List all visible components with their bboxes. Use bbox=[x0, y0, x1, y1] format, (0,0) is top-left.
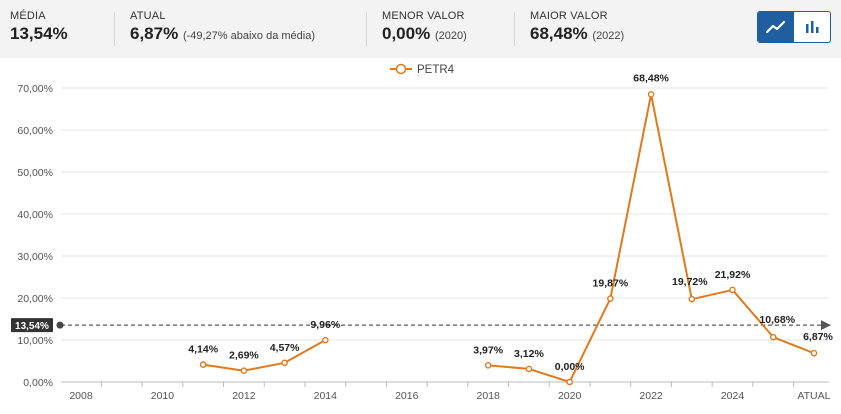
line-chart-button[interactable] bbox=[758, 12, 794, 42]
stat-maior-value-row: 68,48% (2022) bbox=[530, 24, 624, 44]
x-tick-label: 2010 bbox=[151, 390, 175, 402]
x-tick-label: 2012 bbox=[232, 390, 256, 402]
average-arrow-icon bbox=[821, 320, 831, 331]
stat-maior-label: MAIOR VALOR bbox=[530, 10, 608, 22]
data-point[interactable] bbox=[484, 362, 492, 369]
x-tick-label: 2016 bbox=[395, 390, 419, 402]
x-tick-label: 2018 bbox=[477, 390, 501, 402]
stat-menor-note: (2020) bbox=[434, 30, 467, 42]
legend-marker bbox=[395, 63, 407, 75]
bar-chart-icon bbox=[806, 21, 819, 33]
data-label: 4,57% bbox=[270, 342, 300, 354]
series-line-petr4 bbox=[488, 93, 815, 383]
stat-menor: MENOR VALOR 0,00% (2020) bbox=[382, 10, 467, 44]
line-chart: 0,00% 10,00% 20,00% 30,00% 40,00% 50,00% 60,00… bbox=[11, 63, 834, 402]
y-tick-label: 10,00% bbox=[17, 335, 53, 347]
x-tick-label: ATUAL bbox=[797, 390, 830, 402]
stat-menor-value-row: 0,00% (2020) bbox=[382, 24, 467, 44]
data-point[interactable] bbox=[688, 295, 696, 303]
y-tick-label: 50,00% bbox=[17, 167, 53, 179]
stat-menor-label: MENOR VALOR bbox=[382, 10, 465, 22]
data-point[interactable] bbox=[566, 378, 573, 386]
data-label: 6,87% bbox=[803, 331, 833, 343]
stat-atual-value: 6,87% bbox=[130, 24, 179, 43]
stat-atual-note: (-49,27% abaixo da média) bbox=[182, 30, 316, 42]
average-marker bbox=[56, 321, 64, 329]
stat-atual-label: ATUAL bbox=[130, 10, 166, 22]
data-point[interactable] bbox=[729, 286, 736, 294]
y-tick-label: 60,00% bbox=[17, 125, 53, 137]
stat-media: MÉDIA 13,54% bbox=[10, 10, 68, 44]
x-tick-label: 2020 bbox=[558, 390, 582, 402]
data-point[interactable] bbox=[240, 367, 248, 375]
stats-bar: MÉDIA 13,54% ATUAL 6,87% (-49,27% abaixo… bbox=[0, 0, 841, 58]
data-point[interactable] bbox=[647, 91, 655, 98]
data-point[interactable] bbox=[810, 349, 818, 357]
bar-chart-button[interactable] bbox=[794, 12, 830, 42]
stat-menor-value: 0,00% bbox=[382, 24, 431, 43]
data-point[interactable] bbox=[525, 365, 533, 373]
chart-type-toggle bbox=[757, 11, 831, 43]
data-label: 19,72% bbox=[672, 276, 708, 288]
chart-area: 0,00% 10,00% 20,00% 30,00% 40,00% 50,00% 60,00… bbox=[0, 58, 841, 414]
y-tick-label: 30,00% bbox=[17, 251, 53, 263]
divider bbox=[114, 12, 115, 46]
line-chart-icon bbox=[766, 20, 786, 34]
stat-atual-value-row: 6,87% (-49,27% abaixo da média) bbox=[130, 24, 315, 44]
data-point[interactable] bbox=[281, 359, 288, 367]
y-tick-label: 0,00% bbox=[23, 377, 53, 389]
data-label: 3,12% bbox=[514, 348, 544, 360]
divider bbox=[514, 12, 515, 46]
stat-media-value: 13,54% bbox=[10, 24, 68, 43]
legend-label-petr4[interactable]: PETR4 bbox=[417, 64, 455, 76]
data-point[interactable] bbox=[769, 333, 777, 341]
x-tick-label: 2014 bbox=[314, 390, 338, 402]
data-label: 19,87% bbox=[593, 278, 629, 290]
stat-atual: ATUAL 6,87% (-49,27% abaixo da média) bbox=[130, 10, 315, 44]
data-label: 9,96% bbox=[310, 319, 340, 331]
y-tick-label: 40,00% bbox=[17, 209, 53, 221]
data-label: 3,97% bbox=[473, 344, 503, 356]
data-label: 68,48% bbox=[633, 72, 669, 84]
series-line-petr4 bbox=[203, 339, 326, 372]
data-point[interactable] bbox=[199, 361, 207, 368]
data-point[interactable] bbox=[322, 336, 329, 344]
stat-media-label: MÉDIA bbox=[10, 10, 46, 22]
x-tick-label: 2022 bbox=[639, 390, 663, 402]
stat-maior: MAIOR VALOR 68,48% (2022) bbox=[530, 10, 624, 44]
stat-maior-value: 68,48% bbox=[530, 24, 588, 43]
data-label: 10,68% bbox=[759, 314, 795, 326]
data-label: 0,00% bbox=[555, 361, 585, 373]
data-point[interactable] bbox=[607, 295, 614, 302]
data-label: 21,92% bbox=[715, 269, 751, 281]
data-label: 2,69% bbox=[229, 350, 259, 362]
x-tick-label: 2008 bbox=[69, 390, 93, 402]
divider bbox=[366, 12, 367, 46]
average-badge-label: 13,54% bbox=[15, 321, 49, 332]
stat-maior-note: (2022) bbox=[592, 30, 625, 42]
y-tick-label: 20,00% bbox=[17, 293, 53, 305]
data-label: 4,14% bbox=[188, 344, 218, 356]
average-badge bbox=[11, 318, 53, 333]
x-tick-label: 2024 bbox=[721, 390, 745, 402]
y-tick-label: 70,00% bbox=[17, 83, 53, 95]
